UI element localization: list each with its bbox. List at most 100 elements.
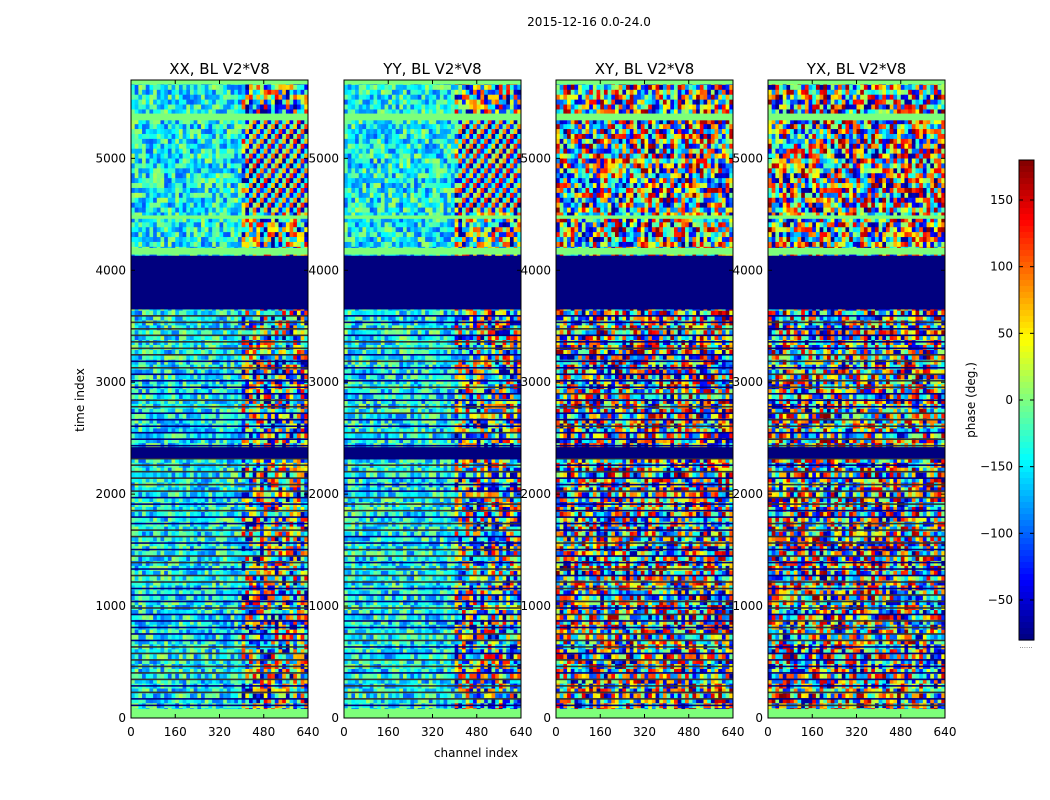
colorbar-segment: [1019, 604, 1034, 611]
y-tick-label: 0: [331, 711, 339, 725]
colorbar-segment: [1019, 214, 1034, 221]
colorbar: 150 100 50 0 −150 −100 −50: [980, 159, 1035, 641]
colorbar-segment: [1019, 580, 1034, 587]
colorbar-segment: [1019, 292, 1034, 299]
y-tick-label: 1000: [732, 599, 763, 613]
x-tick-label: 0: [764, 725, 772, 739]
zero-phase-band: [768, 709, 945, 718]
x-tick-label: 0: [340, 725, 348, 739]
colorbar-segment: [1019, 424, 1034, 431]
y-tick-label: 1000: [308, 599, 339, 613]
colorbar-tick-label: −150: [980, 460, 1013, 474]
colorbar-segment: [1019, 418, 1034, 425]
colorbar-segment: [1019, 532, 1034, 539]
colorbar-segment: [1019, 466, 1034, 473]
colorbar-segment: [1019, 388, 1034, 395]
colorbar-segment: [1019, 322, 1034, 329]
colorbar-segment: [1019, 364, 1034, 371]
x-tick-label: 160: [377, 725, 400, 739]
colorbar-segment: [1019, 622, 1034, 629]
colorbar-segment: [1019, 208, 1034, 215]
flagged-block: [131, 255, 308, 310]
x-tick-label: 320: [633, 725, 656, 739]
colorbar-segment: [1019, 538, 1034, 545]
colorbar-segment: [1019, 520, 1034, 527]
colorbar-label: phase (deg.): [964, 362, 978, 438]
colorbar-segment: [1019, 286, 1034, 293]
panel-yx: YX, BL V2*V8 0 160 320 480 640 0 1000 2000 3000 40…: [732, 60, 956, 739]
colorbar-segment: [1019, 586, 1034, 593]
x-tick-label: 480: [677, 725, 700, 739]
colorbar-segment: [1019, 502, 1034, 509]
colorbar-segment: [1019, 262, 1034, 269]
zero-phase-band: [131, 113, 308, 121]
colorbar-segment: [1019, 568, 1034, 575]
y-tick-label: 2000: [732, 487, 763, 501]
panel-title: XY, BL V2*V8: [595, 60, 695, 78]
colorbar-segment: [1019, 478, 1034, 485]
y-tick-label: 5000: [95, 151, 126, 165]
x-tick-label: 640: [722, 725, 745, 739]
y-tick-label: 1000: [95, 599, 126, 613]
colorbar-segment: [1019, 160, 1034, 167]
colorbar-segment: [1019, 268, 1034, 275]
colorbar-segment: [1019, 232, 1034, 239]
panel-title: YY, BL V2*V8: [382, 60, 481, 78]
time-bands: [344, 315, 521, 707]
heatmap-image: [556, 80, 734, 719]
flagged-block: [768, 447, 945, 459]
colorbar-segment: [1019, 238, 1034, 245]
colorbar-segment: [1019, 550, 1034, 557]
y-tick-label: 2000: [95, 487, 126, 501]
colorbar-segment: [1019, 184, 1034, 191]
y-tick-label: 0: [755, 711, 763, 725]
zero-phase-band: [768, 113, 945, 121]
zero-phase-band: [131, 247, 308, 255]
colorbar-tick-label: 50: [998, 326, 1013, 340]
colorbar-segment: [1019, 490, 1034, 497]
colorbar-segment: [1019, 340, 1034, 347]
colorbar-segment: [1019, 334, 1034, 341]
colorbar-segment: [1019, 328, 1034, 335]
y-tick-label: 1000: [520, 599, 551, 613]
colorbar-segment: [1019, 448, 1034, 455]
zero-phase-band: [556, 709, 733, 718]
zero-phase-band: [768, 247, 945, 255]
colorbar-segment: [1019, 460, 1034, 467]
colorbar-segment: [1019, 274, 1034, 281]
zero-phase-band: [344, 709, 521, 718]
colorbar-segment: [1019, 196, 1034, 203]
heatmap-image: [768, 80, 946, 719]
y-tick-label: 3000: [308, 375, 339, 389]
colorbar-tick-label: 0: [1005, 393, 1013, 407]
colorbar-tick-label: −100: [980, 526, 1013, 540]
flagged-block: [768, 255, 945, 310]
colorbar-segment: [1019, 304, 1034, 311]
colorbar-tick-label: −50: [988, 593, 1013, 607]
colorbar-segment: [1019, 526, 1034, 533]
colorbar-segment: [1019, 178, 1034, 185]
x-tick-label: 160: [164, 725, 187, 739]
y-tick-label: 5000: [520, 151, 551, 165]
colorbar-segment: [1019, 346, 1034, 353]
x-tick-label: 0: [127, 725, 135, 739]
colorbar-segment: [1019, 628, 1034, 635]
colorbar-segment: [1019, 244, 1034, 251]
colorbar-under-marker: ......: [1019, 642, 1032, 650]
time-bands: [768, 315, 945, 707]
y-tick-label: 0: [543, 711, 551, 725]
colorbar-segment: [1019, 202, 1034, 209]
y-tick-label: 0: [118, 711, 126, 725]
colorbar-segment: [1019, 250, 1034, 257]
x-tick-label: 0: [552, 725, 560, 739]
time-bands: [556, 315, 733, 707]
y-tick-label: 3000: [95, 375, 126, 389]
panel-xy: XY, BL V2*V8 0 160 320 480 640 0 1000 2000 3000 40…: [520, 60, 744, 739]
colorbar-segment: [1019, 310, 1034, 317]
colorbar-segment: [1019, 436, 1034, 443]
zero-phase-band: [768, 215, 945, 219]
panel-title: YX, BL V2*V8: [806, 60, 907, 78]
colorbar-segment: [1019, 358, 1034, 365]
colorbar-segment: [1019, 616, 1034, 623]
colorbar-tick-label: 150: [990, 193, 1013, 207]
